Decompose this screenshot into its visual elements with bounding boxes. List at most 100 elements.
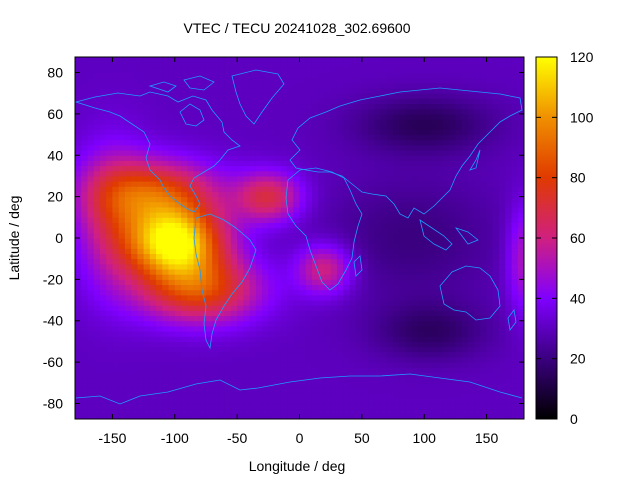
heatmap-cell [343,294,350,301]
heatmap-cell [255,356,263,363]
heatmap-cell [230,320,238,327]
heatmap-cell [349,346,357,353]
heatmap-cell [193,227,201,234]
heatmap-cell [106,377,113,384]
heatmap-cell [343,206,350,213]
heatmap-cell [461,305,469,311]
heatmap-cell [287,191,294,198]
heatmap-cell [368,269,375,275]
heatmap-cell [143,170,151,177]
heatmap-cell [299,186,307,192]
heatmap-cell [305,346,313,353]
heatmap-cell [349,201,357,208]
heatmap-cell [461,155,469,161]
heatmap-cell [424,367,431,373]
heatmap-cell [118,191,126,198]
heatmap-cell [218,103,226,110]
heatmap-cell [480,93,488,99]
heatmap-cell [112,243,120,249]
heatmap-cell [156,248,163,255]
heatmap-cell [137,222,145,229]
heatmap-cell [230,325,238,332]
heatmap-cell [205,67,213,74]
heatmap-cell [299,382,307,389]
heatmap-cell [212,155,219,161]
heatmap-cell [461,222,469,229]
heatmap-cell [212,93,219,99]
heatmap-cell [118,206,126,213]
heatmap-cell [81,196,88,203]
heatmap-cell [474,403,481,410]
heatmap-cell [131,62,138,68]
heatmap-cell [430,382,438,389]
heatmap-cell [118,413,126,419]
heatmap-cell [449,274,456,280]
heatmap-cell [81,62,88,68]
heatmap-cell [212,119,219,125]
heatmap-cell [249,325,257,332]
heatmap-cell [474,67,481,74]
heatmap-cell [492,274,500,280]
heatmap-cell [511,408,519,415]
heatmap-cell [411,336,419,342]
heatmap-cell [324,362,332,368]
heatmap-cell [467,212,475,218]
heatmap-cell [162,274,170,280]
heatmap-cell [243,67,251,74]
heatmap-cell [399,62,407,68]
heatmap-cell [174,181,182,187]
heatmap-cell [156,67,163,74]
heatmap-cell [75,181,82,187]
heatmap-cell [143,98,151,105]
heatmap-cell [287,393,294,399]
heatmap-cell [293,248,300,255]
heatmap-cell [237,170,244,177]
heatmap-cell [405,191,413,198]
heatmap-cell [162,67,170,74]
heatmap-cell [93,77,101,84]
heatmap-cell [461,341,469,348]
heatmap-cell [368,382,375,389]
heatmap-cell [436,403,444,410]
heatmap-cell [505,150,513,156]
heatmap-cell [224,387,232,394]
heatmap-cell [393,160,400,167]
heatmap-cell [124,351,132,358]
heatmap-cell [212,325,219,332]
heatmap-cell [124,248,132,255]
heatmap-cell [318,160,325,167]
heatmap-cell [162,238,170,244]
heatmap-cell [149,274,157,280]
heatmap-cell [455,232,463,239]
heatmap-cell [87,201,95,208]
heatmap-cell [187,331,194,337]
heatmap-cell [324,212,332,218]
heatmap-cell [205,155,213,161]
heatmap-cell [124,201,132,208]
heatmap-cell [442,206,450,213]
heatmap-cell [99,284,107,291]
heatmap-cell [374,155,382,161]
heatmap-cell [492,170,500,177]
heatmap-cell [287,382,294,389]
heatmap-cell [287,325,294,332]
heatmap-cell [455,387,463,394]
heatmap-cell [199,108,207,115]
heatmap-cell [143,408,151,415]
heatmap-cell [355,113,363,120]
heatmap-cell [318,108,325,115]
heatmap-cell [99,341,107,348]
heatmap-cell [149,82,157,89]
heatmap-cell [343,408,350,415]
heatmap-cell [349,88,357,94]
heatmap-cell [193,289,201,296]
heatmap-cell [318,124,325,130]
heatmap-cell [436,274,444,280]
heatmap-cell [81,325,88,332]
heatmap-cell [399,165,407,172]
heatmap-cell [255,227,263,234]
heatmap-cell [343,413,350,419]
heatmap-cell [511,170,519,177]
heatmap-cell [118,222,126,229]
heatmap-cell [511,341,519,348]
